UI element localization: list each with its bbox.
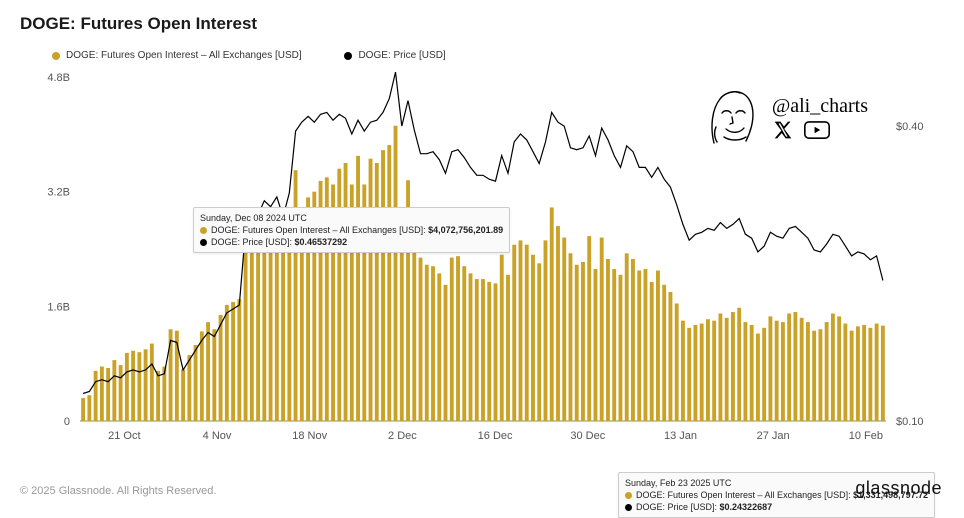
svg-text:3.2B: 3.2B [47,186,70,198]
svg-text:21 Oct: 21 Oct [108,430,140,442]
tooltip-dot-price [200,239,207,246]
watermark-handle: @ali_charts [772,95,868,118]
legend-dot-open-interest [52,52,60,60]
svg-text:$0.40: $0.40 [896,121,924,133]
x-twitter-icon[interactable] [772,120,794,140]
watermark: @ali_charts [702,87,868,149]
legend-dot-price [344,52,352,60]
chart-title: DOGE: Futures Open Interest [20,14,944,34]
svg-text:18 Nov: 18 Nov [292,430,327,442]
tooltip-dot-oi [200,227,207,234]
watermark-face-icon [702,87,760,149]
legend-label-open-interest: DOGE: Futures Open Interest – All Exchan… [66,50,302,61]
svg-text:1.6B: 1.6B [47,301,70,313]
svg-text:$0.10: $0.10 [896,416,924,428]
youtube-icon[interactable] [804,120,830,140]
svg-text:0: 0 [64,416,70,428]
svg-text:4 Nov: 4 Nov [203,430,232,442]
tooltip-dec-08: Sunday, Dec 08 2024 UTC DOGE: Futures Op… [193,207,510,253]
svg-text:2 Dec: 2 Dec [388,430,417,442]
footer-brand: glassnode [855,478,942,499]
tooltip-date: Sunday, Dec 08 2024 UTC [200,212,503,224]
svg-text:30 Dec: 30 Dec [570,430,605,442]
legend-label-price: DOGE: Price [USD] [358,50,445,61]
svg-text:16 Dec: 16 Dec [478,430,513,442]
svg-text:27 Jan: 27 Jan [757,430,790,442]
chart-area: 0 1.6B 3.2B 4.8B $0.10 $0.40 21 Oct 4 Nov 18 Nov… [28,69,938,449]
legend-item-price: DOGE: Price [USD] [344,50,465,61]
chart-legend: DOGE: Futures Open Interest – All Exchan… [52,50,944,63]
legend-item-open-interest: DOGE: Futures Open Interest – All Exchan… [52,50,322,61]
tooltip-dot-oi [625,492,632,499]
svg-text:13 Jan: 13 Jan [664,430,697,442]
footer-copyright: © 2025 Glassnode. All Rights Reserved. [20,485,216,497]
svg-text:4.8B: 4.8B [47,72,70,84]
svg-text:10 Feb: 10 Feb [849,430,883,442]
